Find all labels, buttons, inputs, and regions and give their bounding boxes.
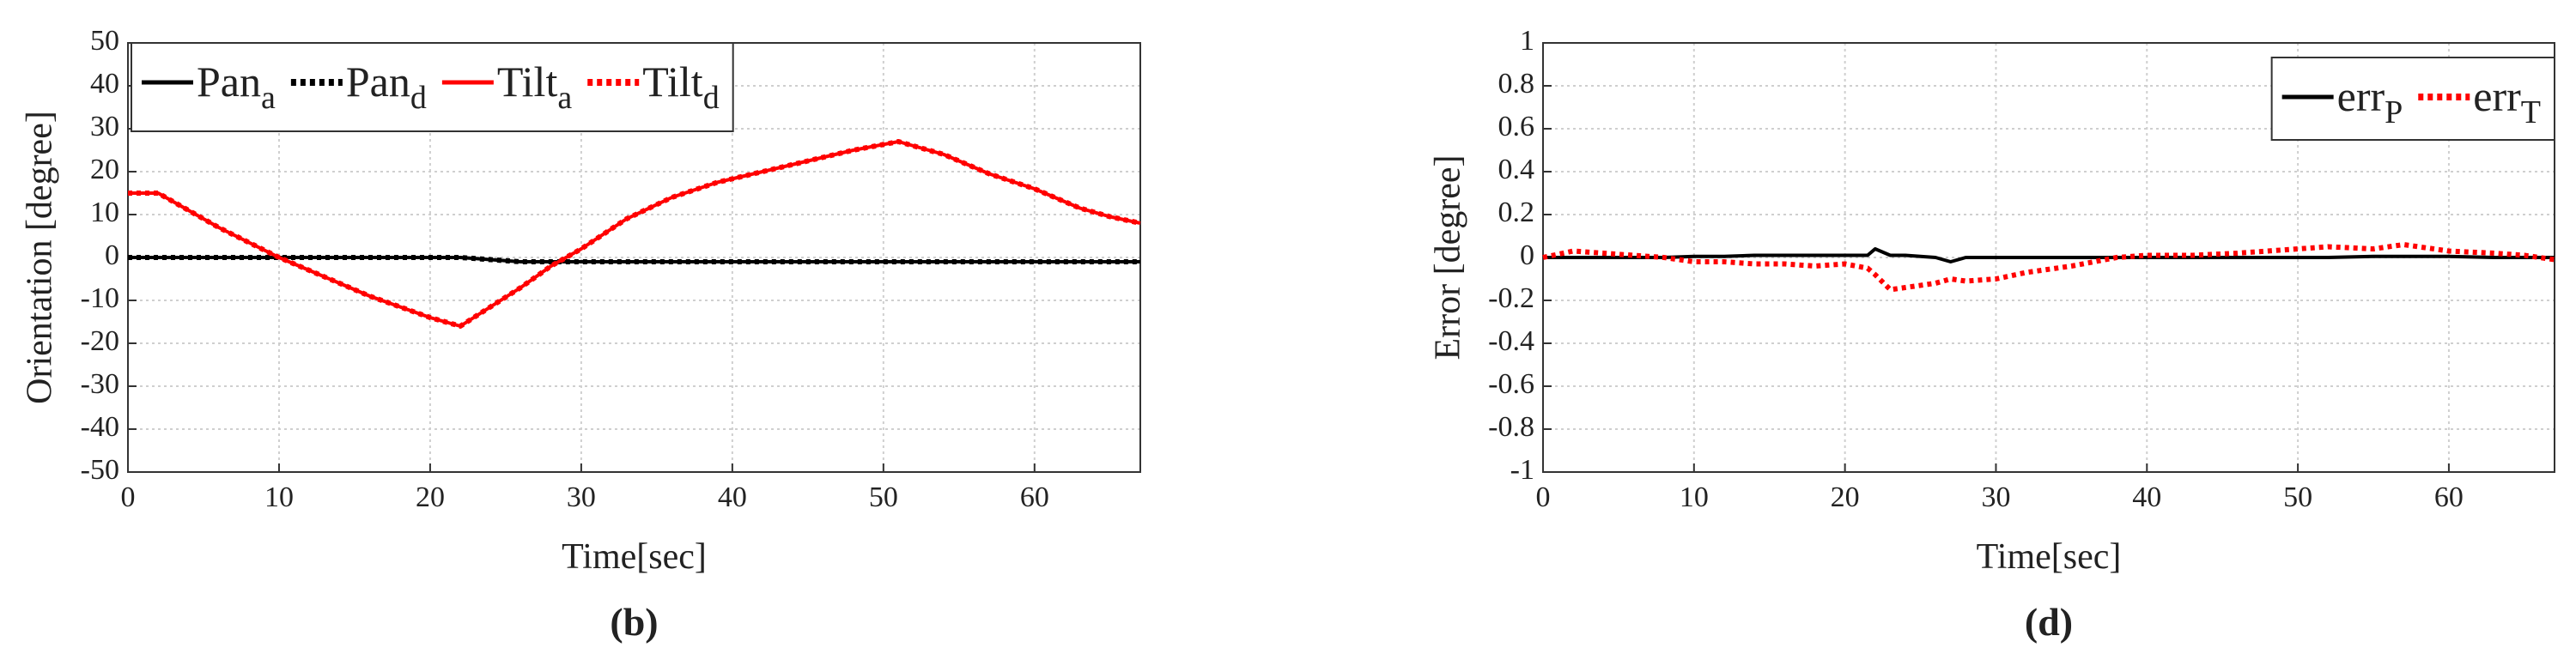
legend-label: Tiltd — [642, 58, 719, 116]
legend: Pana Pand Tilta Tiltd — [131, 42, 734, 132]
y-tick-label: 1 — [1520, 25, 1534, 57]
y-axis-label: Error [degree] — [1429, 155, 1468, 360]
chart: -1-0.8-0.6-0.4-0.200.20.40.60.810 10 20 30 4… — [1429, 25, 2555, 644]
legend-name: err — [2473, 72, 2521, 120]
x-axis-label: Time[sec] — [562, 537, 707, 577]
y-tick-label: 50 — [90, 25, 119, 57]
legend-subscript: d — [703, 80, 720, 116]
legend: errP errT — [2270, 57, 2555, 141]
legend-label: Tilta — [497, 58, 572, 116]
x-tick-label: 50 — [869, 481, 898, 513]
legend-subscript: T — [2521, 94, 2541, 130]
legend-subscript: d — [410, 80, 427, 116]
x-tick-label: 30 — [1981, 481, 2010, 513]
x-tick-label: 60 — [1020, 481, 1049, 513]
y-tick-label: -0.6 — [1488, 368, 1534, 400]
series-line — [128, 255, 1140, 264]
chart: -50 -40 -30 -20 -10 0 10 20 30 40 50 0 10 20 30 40 50 60 T… — [21, 25, 1141, 644]
panel-caption: (d) — [2025, 600, 2073, 644]
legend-label: Pana — [197, 58, 276, 116]
legend-label: Pand — [346, 58, 427, 116]
x-tick-label: 60 — [2434, 481, 2464, 513]
legend-name: err — [2337, 72, 2385, 120]
series-line — [1543, 247, 2555, 263]
legend-label: errT — [2473, 72, 2541, 130]
y-tick-label: -40 — [81, 411, 119, 443]
y-tick-label: 0.4 — [1498, 154, 1535, 185]
y-tick-label: 30 — [90, 111, 119, 142]
x-tick-label: 30 — [567, 481, 596, 513]
y-tick-label: -50 — [81, 454, 119, 486]
legend-label: errP — [2337, 72, 2403, 130]
y-tick-label: 0.2 — [1498, 197, 1535, 228]
legend-name: Pan — [197, 58, 261, 106]
x-tick-label: 50 — [2283, 481, 2312, 513]
y-tick-label: -20 — [81, 325, 119, 357]
x-tick-label: 20 — [416, 481, 445, 513]
x-tick-label: 40 — [718, 481, 747, 513]
legend-subscript: a — [261, 80, 276, 116]
y-tick-label: 40 — [90, 68, 119, 100]
y-tick-label: 0 — [1520, 239, 1534, 271]
y-tick-label: -10 — [81, 282, 119, 314]
series-line — [128, 139, 1141, 329]
legend-name: Tilt — [497, 58, 558, 106]
x-tick-label: 20 — [1831, 481, 1860, 513]
y-tick-label: -0.8 — [1488, 411, 1534, 443]
legend-name: Pan — [346, 58, 410, 106]
y-tick-label: 0 — [105, 239, 119, 271]
x-tick-label: 0 — [1536, 481, 1551, 513]
x-tick-label: 0 — [121, 481, 136, 513]
legend-name: Tilt — [642, 58, 703, 106]
panel-caption: (b) — [610, 600, 658, 644]
y-tick-label: -0.4 — [1488, 325, 1534, 357]
y-tick-label: 0.8 — [1498, 68, 1535, 100]
x-axis-label: Time[sec] — [1977, 537, 2122, 577]
legend-subscript: P — [2385, 94, 2403, 130]
y-tick-label: 10 — [90, 197, 119, 228]
y-tick-label: -1 — [1510, 454, 1534, 486]
y-tick-label: 0.6 — [1498, 111, 1535, 142]
x-tick-label: 10 — [1680, 481, 1709, 513]
y-axis-label: Orientation [degree] — [21, 111, 60, 404]
y-tick-label: 20 — [90, 154, 119, 185]
x-tick-label: 40 — [2132, 481, 2161, 513]
legend-subscript: a — [557, 80, 572, 116]
legend-box — [131, 42, 734, 132]
x-tick-label: 10 — [264, 481, 294, 513]
y-tick-label: -0.2 — [1488, 282, 1534, 314]
y-tick-label: -30 — [81, 368, 119, 400]
